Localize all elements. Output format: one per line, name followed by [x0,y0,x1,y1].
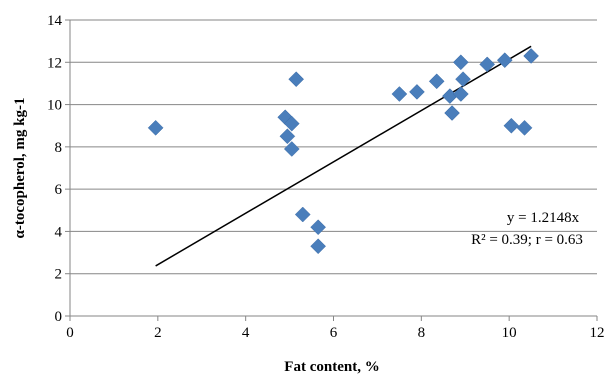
y-tick-label: 14 [47,13,63,29]
x-tick-label: 6 [330,325,338,341]
trendline-r-squared: R² = 0.39; r = 0.63 [471,232,583,248]
x-tick-label: 0 [66,325,74,341]
data-point [283,141,300,157]
x-tick-labels: 0 2 4 6 8 10 12 [66,325,604,341]
x-tick-label: 2 [154,325,162,341]
data-point [479,56,496,73]
y-tick-label: 0 [55,309,63,325]
data-point [288,71,305,88]
x-tick-label: 4 [242,325,250,341]
x-tick-label: 10 [502,325,517,341]
y-tick-labels: 0 2 4 6 8 10 12 14 [47,13,63,325]
data-point [391,86,408,102]
y-tick-label: 10 [47,98,62,114]
y-tick-label: 4 [55,224,63,240]
trendline-equation: y = 1.2148x [507,210,580,226]
data-points [147,48,539,255]
x-axis-title: Fat content, % [284,359,379,375]
y-tick-label: 8 [55,140,63,156]
data-point [444,105,460,121]
axes [65,19,598,321]
data-point [409,84,425,100]
gridlines [70,19,597,275]
data-point [294,206,311,223]
data-point [283,115,300,132]
x-tick-label: 12 [590,325,605,341]
data-point [428,73,445,90]
data-point [523,48,539,64]
data-point [310,219,326,236]
x-tick-label: 8 [418,325,426,341]
trendline [155,45,532,267]
y-tick-label: 6 [55,182,63,198]
data-point [453,86,469,102]
y-tick-label: 12 [47,55,62,71]
data-point [453,54,469,71]
data-point [279,128,296,145]
trendline-group [155,45,532,267]
y-tick-label: 2 [55,267,63,283]
data-point [147,119,164,136]
data-point [503,117,520,134]
data-point [516,119,533,136]
data-point [310,238,326,255]
data-point [496,52,513,69]
y-axis-title: α-tocopherol, mg kg-1 [12,98,28,239]
data-point [455,71,471,88]
